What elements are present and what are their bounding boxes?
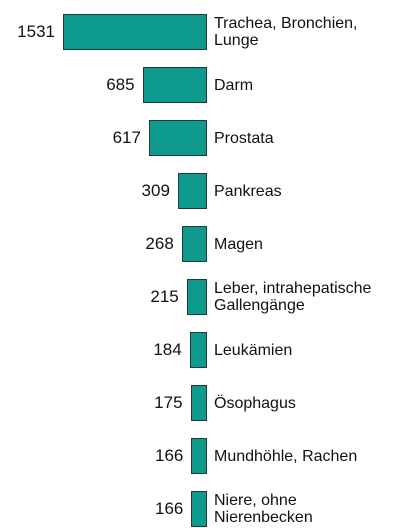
category-label: Leukämien (214, 341, 293, 359)
category-label: Ösophagus (214, 394, 296, 412)
bar (142, 67, 207, 103)
value-label: 309 (141, 181, 170, 200)
bar (63, 14, 207, 50)
category-label: Niere, ohne Nierenbecken (214, 492, 313, 526)
bar (181, 226, 207, 262)
value-label: 166 (155, 499, 184, 518)
value-label: 685 (106, 75, 135, 94)
bar (189, 332, 207, 368)
value-label: 166 (155, 446, 184, 465)
category-label: Darm (214, 76, 254, 94)
bar (177, 173, 207, 209)
bar (191, 491, 207, 527)
value-label: 1531 (17, 22, 55, 41)
category-label: Trachea, Bronchien, Lunge (214, 15, 358, 49)
value-label: 184 (153, 340, 182, 359)
value-label: 268 (145, 234, 174, 253)
bar (186, 279, 207, 315)
category-label: Pankreas (214, 182, 282, 200)
value-label: 617 (112, 128, 141, 147)
bar (191, 438, 207, 474)
category-label: Magen (214, 235, 263, 253)
category-label: Mundhöhle, Rachen (214, 447, 358, 465)
bar (190, 385, 207, 421)
value-label: 175 (154, 393, 183, 412)
category-label: Leber, intrahepatische Gallengänge (214, 280, 372, 314)
value-label: 215 (150, 287, 179, 306)
bar (148, 120, 207, 156)
category-label: Prostata (214, 129, 274, 147)
